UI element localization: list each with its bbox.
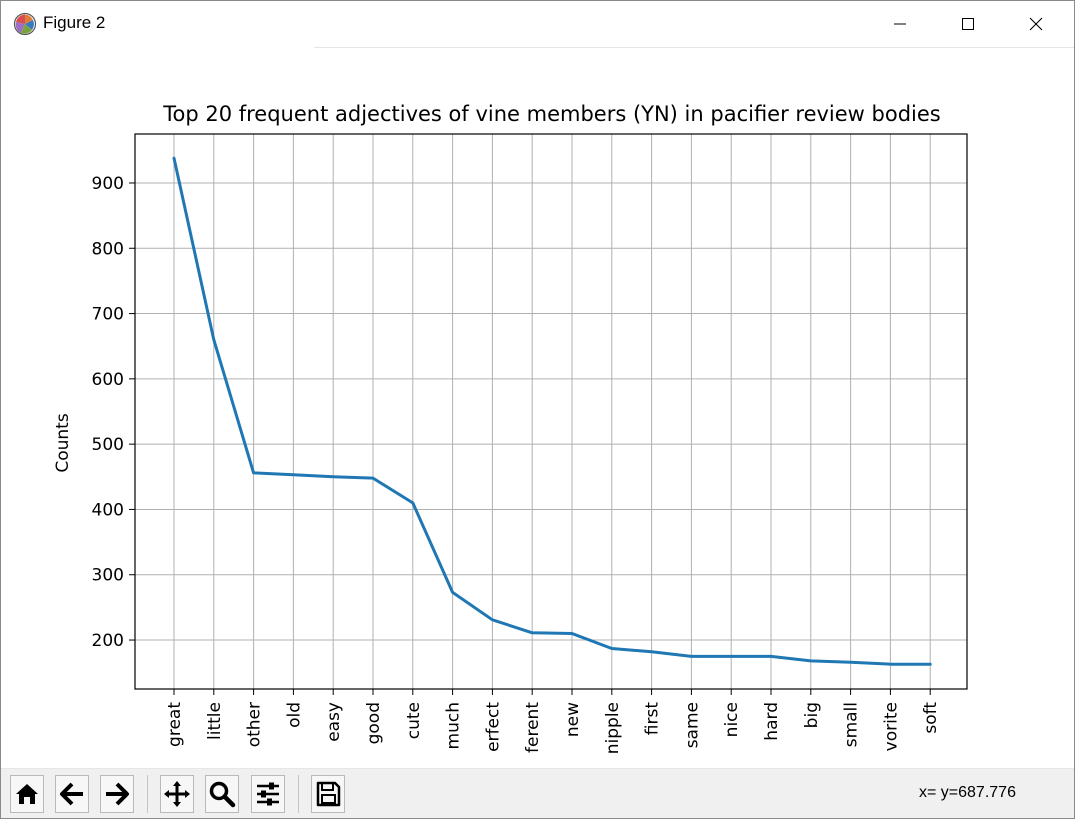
title-divider [314, 47, 1074, 48]
y-axis-label: Counts [53, 413, 73, 472]
figure-canvas[interactable]: Top 20 frequent adjectives of vine membe… [1, 48, 1074, 768]
x-tick-label: great [165, 702, 185, 747]
title-bar: Figure 2 [1, 1, 1074, 48]
maximize-icon [962, 18, 974, 30]
x-tick-label: first [643, 702, 663, 736]
x-tick-label: hard [762, 702, 782, 741]
maximize-button[interactable] [945, 1, 991, 47]
close-button[interactable] [1013, 1, 1059, 47]
x-tick-label: much [444, 702, 464, 749]
x-tick-label: nipple [603, 702, 623, 754]
pan-button[interactable] [160, 775, 194, 813]
save-icon [316, 781, 341, 807]
zoom-button[interactable] [205, 775, 239, 813]
back-button[interactable] [55, 775, 89, 813]
series-layer [172, 156, 932, 666]
x-tick-label: little [205, 702, 225, 740]
x-tick-label: small [842, 702, 862, 747]
x-tick-label: easy [324, 702, 344, 742]
x-tick-label: other [245, 702, 265, 747]
line-chart[interactable]: Top 20 frequent adjectives of vine membe… [1, 48, 1074, 768]
y-tick-label: 400 [92, 500, 124, 520]
matplotlib-icon [13, 12, 37, 36]
pan-icon [164, 781, 190, 807]
zoom-icon [209, 781, 236, 808]
x-tick-label: same [682, 702, 702, 748]
y-tick-label: 600 [92, 370, 124, 390]
configure-subplots-button[interactable] [251, 775, 285, 813]
x-tick-label: cute [404, 702, 424, 739]
x-tick-label: ferent [523, 702, 543, 753]
y-tick-label: 700 [92, 305, 124, 325]
home-button[interactable] [10, 775, 44, 813]
forward-arrow-icon [106, 782, 129, 806]
configure-subplots-icon [257, 782, 279, 806]
navigation-toolbar [1, 768, 1074, 818]
save-button[interactable] [311, 775, 345, 813]
back-arrow-icon [60, 782, 83, 806]
axes-frame [134, 133, 968, 690]
y-tick-label: 300 [92, 566, 124, 586]
window-title: Figure 2 [43, 13, 106, 32]
x-tick-label: nice [722, 702, 742, 737]
toolbar-separator [147, 775, 148, 813]
x-tick-label: new [563, 702, 583, 737]
forward-button[interactable] [100, 775, 134, 813]
toolbar-separator [298, 775, 299, 813]
x-tick-label: soft [921, 702, 941, 734]
series-line [172, 156, 932, 666]
home-icon [16, 784, 38, 804]
grid [135, 134, 967, 689]
x-tick-label: big [802, 702, 822, 728]
y-tick-label: 500 [92, 435, 124, 455]
y-tick-label: 800 [92, 239, 124, 259]
y-tick-label: 200 [92, 631, 124, 651]
x-tick-label: good [364, 702, 384, 744]
x-tick-label: vorite [881, 702, 901, 751]
minimize-icon [894, 23, 906, 25]
chart-title: Top 20 frequent adjectives of vine membe… [162, 102, 941, 126]
x-tick-label: old [284, 702, 304, 728]
cursor-coordinates: x= y=687.776 [919, 784, 1016, 801]
x-ticks: great little other old easy good cute much erfec… [165, 689, 941, 754]
y-tick-label: 900 [92, 174, 124, 194]
x-tick-label: erfect [483, 702, 503, 752]
y-ticks: 200 300 400 500 600 700 800 900 [92, 174, 135, 651]
minimize-button[interactable] [877, 1, 923, 47]
close-icon [1029, 17, 1043, 31]
